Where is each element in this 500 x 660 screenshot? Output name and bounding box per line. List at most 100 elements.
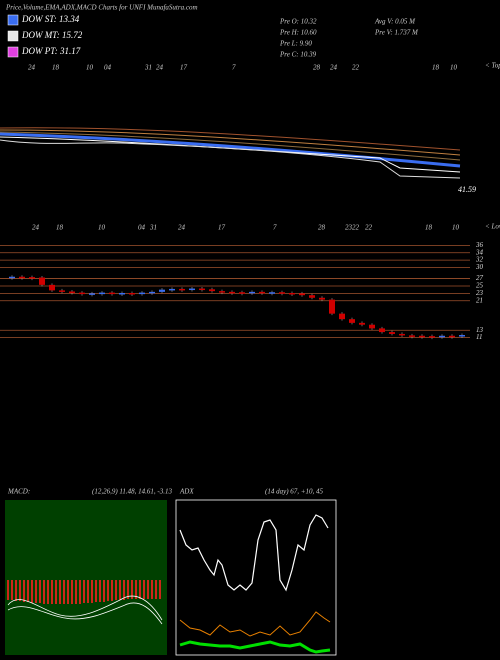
y-tick-label: 13 xyxy=(476,326,484,334)
page-title: Price,Volume,EMA,ADX,MACD Charts for UNF… xyxy=(5,4,198,12)
date-label: 18 xyxy=(52,64,60,72)
y-tick-label: 32 xyxy=(475,256,484,264)
macd-histogram xyxy=(7,580,161,604)
candle xyxy=(379,328,385,333)
candle xyxy=(309,295,315,298)
candle xyxy=(179,288,185,291)
last-price: 41.59 xyxy=(458,185,476,194)
legend-swatch xyxy=(7,46,19,58)
ema-lines xyxy=(0,127,461,179)
candle xyxy=(169,288,175,291)
legend-label: DOW ST: 13.34 xyxy=(21,14,80,24)
candle xyxy=(259,291,265,294)
candle xyxy=(129,292,135,295)
date-label: 10 xyxy=(450,64,458,72)
candle xyxy=(239,292,245,294)
date-label: 24 xyxy=(32,224,40,232)
info-text: Pre H: 10.60 xyxy=(279,29,317,37)
y-tick-label: 34 xyxy=(475,248,484,256)
corner-label: < Lows xyxy=(485,223,500,231)
adx-lines xyxy=(179,514,331,654)
y-tick-label: 30 xyxy=(475,263,484,271)
candle xyxy=(399,333,405,336)
candle xyxy=(449,335,455,338)
candle xyxy=(89,293,95,295)
legend-label: DOW MT: 15.72 xyxy=(21,30,83,40)
candle xyxy=(189,288,195,291)
date-label: 7 xyxy=(232,64,236,72)
y-tick-label: 36 xyxy=(475,241,484,249)
candle xyxy=(39,277,45,285)
date-label: 28 xyxy=(313,64,321,72)
candle xyxy=(209,289,215,292)
candle xyxy=(149,291,155,294)
info-text: Pre O: 10.32 xyxy=(279,18,317,26)
candle xyxy=(79,292,85,295)
adx-panel xyxy=(175,499,337,656)
macd-panel xyxy=(5,500,167,655)
date-label: 31 xyxy=(149,224,157,232)
date-label: 24 xyxy=(28,64,36,72)
date-label: 22 xyxy=(365,224,373,232)
date-label: 10 xyxy=(452,224,460,232)
candle xyxy=(419,335,425,338)
date-label: 22 xyxy=(352,64,360,72)
candle xyxy=(369,324,375,329)
macd-lines xyxy=(7,595,163,625)
candle xyxy=(359,322,365,325)
candle xyxy=(439,335,445,338)
adx-params: (14 day) 67, +10, 45 xyxy=(265,488,323,496)
candle xyxy=(429,336,435,338)
date-label: 18 xyxy=(432,64,440,72)
info-text: Pre C: 10.39 xyxy=(279,51,317,59)
y-tick-label: 27 xyxy=(476,274,484,282)
date-label: 17 xyxy=(180,64,188,72)
candle xyxy=(459,335,465,337)
info-text: Pre L: 9.90 xyxy=(279,40,312,48)
candle xyxy=(49,284,55,291)
date-label: 18 xyxy=(425,224,433,232)
candle xyxy=(9,276,15,279)
candle xyxy=(269,292,275,294)
candle xyxy=(19,276,25,279)
candle xyxy=(409,335,415,337)
macd-label: MACD: xyxy=(7,488,30,496)
candle xyxy=(229,291,235,294)
candle xyxy=(319,297,325,300)
date-label: 22 xyxy=(352,224,360,232)
adx-label: ADX xyxy=(179,488,194,496)
date-label: 10 xyxy=(98,224,106,232)
candle xyxy=(349,319,355,323)
candle xyxy=(139,292,145,295)
date-label: 31 xyxy=(144,64,152,72)
candle xyxy=(199,288,205,291)
candle xyxy=(279,292,285,294)
legend-swatch xyxy=(7,14,19,26)
y-tick-label: 25 xyxy=(476,282,484,290)
y-tick-label: 21 xyxy=(476,296,483,304)
candle xyxy=(389,332,395,334)
candle xyxy=(159,289,165,292)
y-tick-label: 23 xyxy=(476,289,484,297)
candle xyxy=(289,292,295,295)
legend-label: DOW PT: 31.17 xyxy=(21,46,81,56)
legend-swatch xyxy=(7,30,19,42)
candle xyxy=(29,277,35,279)
date-label: 04 xyxy=(104,64,112,72)
candle xyxy=(299,293,305,296)
candle xyxy=(69,291,75,293)
candle xyxy=(219,291,225,293)
candle xyxy=(329,299,335,314)
info-text: Avg V: 0.05 M xyxy=(374,18,416,26)
candle xyxy=(339,313,345,320)
date-label: 18 xyxy=(56,224,64,232)
date-label: 23 xyxy=(345,224,353,232)
date-label: 24 xyxy=(156,64,164,72)
date-label: 7 xyxy=(273,224,277,232)
date-label: 04 xyxy=(138,224,146,232)
candle xyxy=(99,292,105,295)
date-label: 17 xyxy=(218,224,226,232)
corner-label: < Topo xyxy=(485,62,500,70)
candle xyxy=(119,292,125,295)
